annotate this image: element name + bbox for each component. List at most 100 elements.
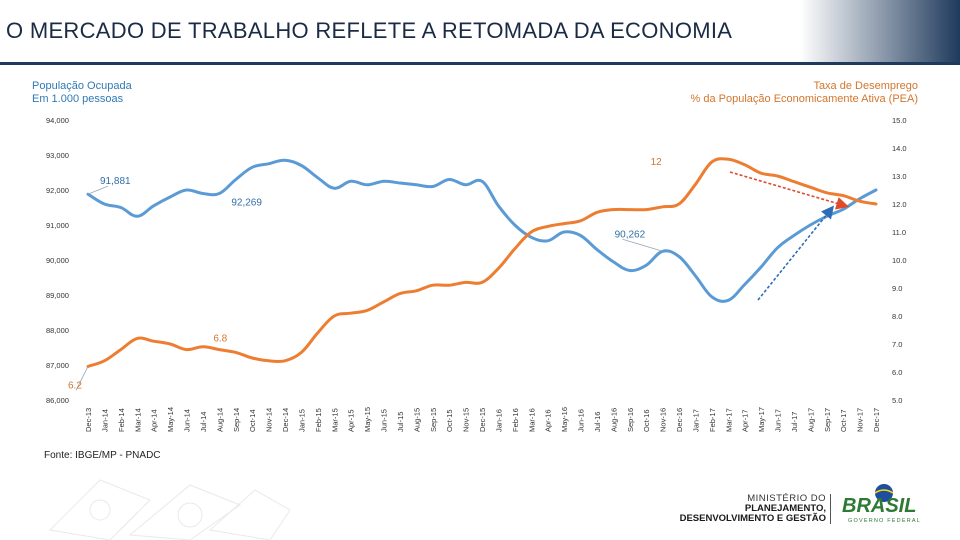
x-axis-tick: Nov-14 — [265, 408, 274, 432]
money-watermark-decoration — [48, 479, 290, 540]
data-label: 90,262 — [615, 229, 646, 240]
right-axis-tick: 9.0 — [892, 284, 902, 293]
data-label: 6.2 — [68, 380, 82, 391]
x-axis-tick: Apr-15 — [347, 409, 356, 432]
x-axis-tick: Aug-16 — [609, 408, 618, 432]
right-axis-tick: 5.0 — [892, 396, 902, 405]
title-corner-decoration — [800, 0, 960, 62]
right-axis-tick: 8.0 — [892, 312, 902, 321]
x-axis-tick: Dec-15 — [478, 408, 487, 432]
x-axis-tick: Jan-17 — [691, 409, 700, 432]
title-bar: O MERCADO DE TRABALHO REFLETE A RETOMADA… — [0, 0, 960, 65]
x-axis-tick: Apr-17 — [741, 409, 750, 432]
x-axis-tick: Dec-17 — [872, 408, 881, 432]
x-axis-tick: Jan-14 — [100, 409, 109, 432]
data-label: 6.8 — [213, 334, 227, 345]
brasil-wordmark: BRASIL — [842, 495, 916, 517]
left-axis-tick: 92,000 — [46, 186, 69, 195]
x-axis-tick: Jan-15 — [297, 409, 306, 432]
left-axis-tick: 89,000 — [46, 291, 69, 300]
right-axis-tick: 14.0 — [892, 144, 907, 153]
x-axis-tick: Jun-17 — [774, 409, 783, 432]
trend-arrow-down — [729, 171, 850, 210]
x-axis-tick: Dec-14 — [281, 408, 290, 432]
left-axis-label-line2: Em 1.000 pessoas — [32, 93, 124, 105]
trend-arrow-up — [757, 205, 835, 301]
right-axis-tick: 7.0 — [892, 340, 902, 349]
x-axis-tick: Jul-14 — [199, 412, 208, 432]
x-axis-tick: May-17 — [757, 407, 766, 432]
left-axis-tick: 90,000 — [46, 256, 69, 265]
left-axis-label: População Ocupada Em 1.000 pessoas — [32, 80, 132, 106]
left-axis-tick: 94,000 — [46, 116, 69, 125]
x-axis-tick: Mar-17 — [724, 408, 733, 432]
x-axis-tick: Oct-17 — [839, 409, 848, 432]
left-axis-tick: 93,000 — [46, 151, 69, 160]
x-axis-tick: Sep-17 — [823, 408, 832, 432]
right-axis-label: Taxa de Desemprego % da População Econom… — [691, 80, 918, 106]
x-axis-tick: Nov-17 — [856, 408, 865, 432]
x-axis-tick: Oct-15 — [445, 409, 454, 432]
x-axis-tick: May-16 — [560, 407, 569, 432]
page-title: O MERCADO DE TRABALHO REFLETE A RETOMADA… — [6, 18, 733, 43]
x-axis-tick: Sep-15 — [429, 408, 438, 432]
right-axis-tick: 15.0 — [892, 116, 907, 125]
x-axis-tick: Feb-14 — [117, 408, 126, 432]
x-axis-tick: Nov-15 — [462, 408, 471, 432]
left-axis-tick: 88,000 — [46, 326, 69, 335]
x-axis-tick: Jul-16 — [593, 412, 602, 432]
x-axis-tick: Jun-16 — [577, 409, 586, 432]
x-axis-tick: Mar-16 — [527, 408, 536, 432]
right-axis-label-line1: Taxa de Desemprego — [813, 80, 918, 92]
left-axis-label-line1: População Ocupada — [32, 80, 132, 92]
x-axis-tick: Feb-15 — [314, 408, 323, 432]
brasil-subtitle: GOVERNO FEDERAL — [848, 518, 921, 524]
x-axis-tick: Feb-16 — [511, 408, 520, 432]
right-axis-tick: 10.0 — [892, 256, 907, 265]
x-axis-tick: Dec-16 — [675, 408, 684, 432]
x-axis-tick: May-15 — [363, 407, 372, 432]
right-axis-tick: 13.0 — [892, 172, 907, 181]
x-axis-tick: Mar-15 — [330, 408, 339, 432]
x-axis-tick: Aug-17 — [806, 408, 815, 432]
right-axis-tick: 6.0 — [892, 368, 902, 377]
right-axis-label-line2: % da População Economicamente Ativa (PEA… — [690, 93, 918, 105]
left-axis-tick: 91,000 — [46, 221, 69, 230]
annotation-leader-line — [75, 366, 89, 391]
left-axis-tick: 86,000 — [46, 396, 69, 405]
ministry-line1: MINISTÉRIO DO — [747, 493, 826, 504]
unemployment-rate-line — [86, 157, 878, 368]
x-axis-tick: Oct-14 — [248, 409, 257, 432]
annotation-leader-line — [87, 185, 109, 195]
ministry-line2: PLANEJAMENTO, — [744, 503, 826, 514]
title-divider — [0, 62, 960, 65]
x-axis-tick: Jul-15 — [396, 412, 405, 432]
x-axis-tick: Aug-14 — [215, 408, 224, 432]
x-axis-tick: May-14 — [166, 407, 175, 432]
x-axis-tick: Apr-16 — [544, 409, 553, 432]
x-axis-tick: Jul-17 — [790, 412, 799, 432]
logo-divider — [830, 494, 831, 524]
annotation-leader-line — [622, 238, 663, 252]
x-axis-tick: Jun-14 — [183, 409, 192, 432]
x-axis-tick: Jan-16 — [494, 409, 503, 432]
data-label: 12 — [651, 157, 663, 168]
data-label: 92,269 — [231, 198, 262, 209]
left-axis-tick: 87,000 — [46, 361, 69, 370]
x-axis-tick: Apr-14 — [150, 409, 159, 432]
x-axis-tick: Aug-15 — [412, 408, 421, 432]
data-label: 91,881 — [100, 176, 131, 187]
x-axis-tick: Feb-17 — [708, 408, 717, 432]
x-axis-tick: Jun-15 — [380, 409, 389, 432]
x-axis-tick: Mar-14 — [133, 408, 142, 432]
ministry-line3: DESENVOLVIMENTO E GESTÃO — [679, 513, 826, 524]
brasil-government-logo: BRASIL GOVERNO FEDERAL — [842, 484, 921, 524]
right-axis-tick: 12.0 — [892, 200, 907, 209]
right-axis-tick: 11.0 — [892, 228, 906, 237]
x-axis-tick: Nov-16 — [659, 408, 668, 432]
x-axis-tick: Dec-13 — [84, 408, 93, 432]
source-note: Fonte: IBGE/MP - PNADC — [44, 450, 161, 461]
ministry-logo: MINISTÉRIO DO PLANEJAMENTO, DESENVOLVIME… — [676, 494, 826, 524]
x-axis-tick: Sep-16 — [626, 408, 635, 432]
